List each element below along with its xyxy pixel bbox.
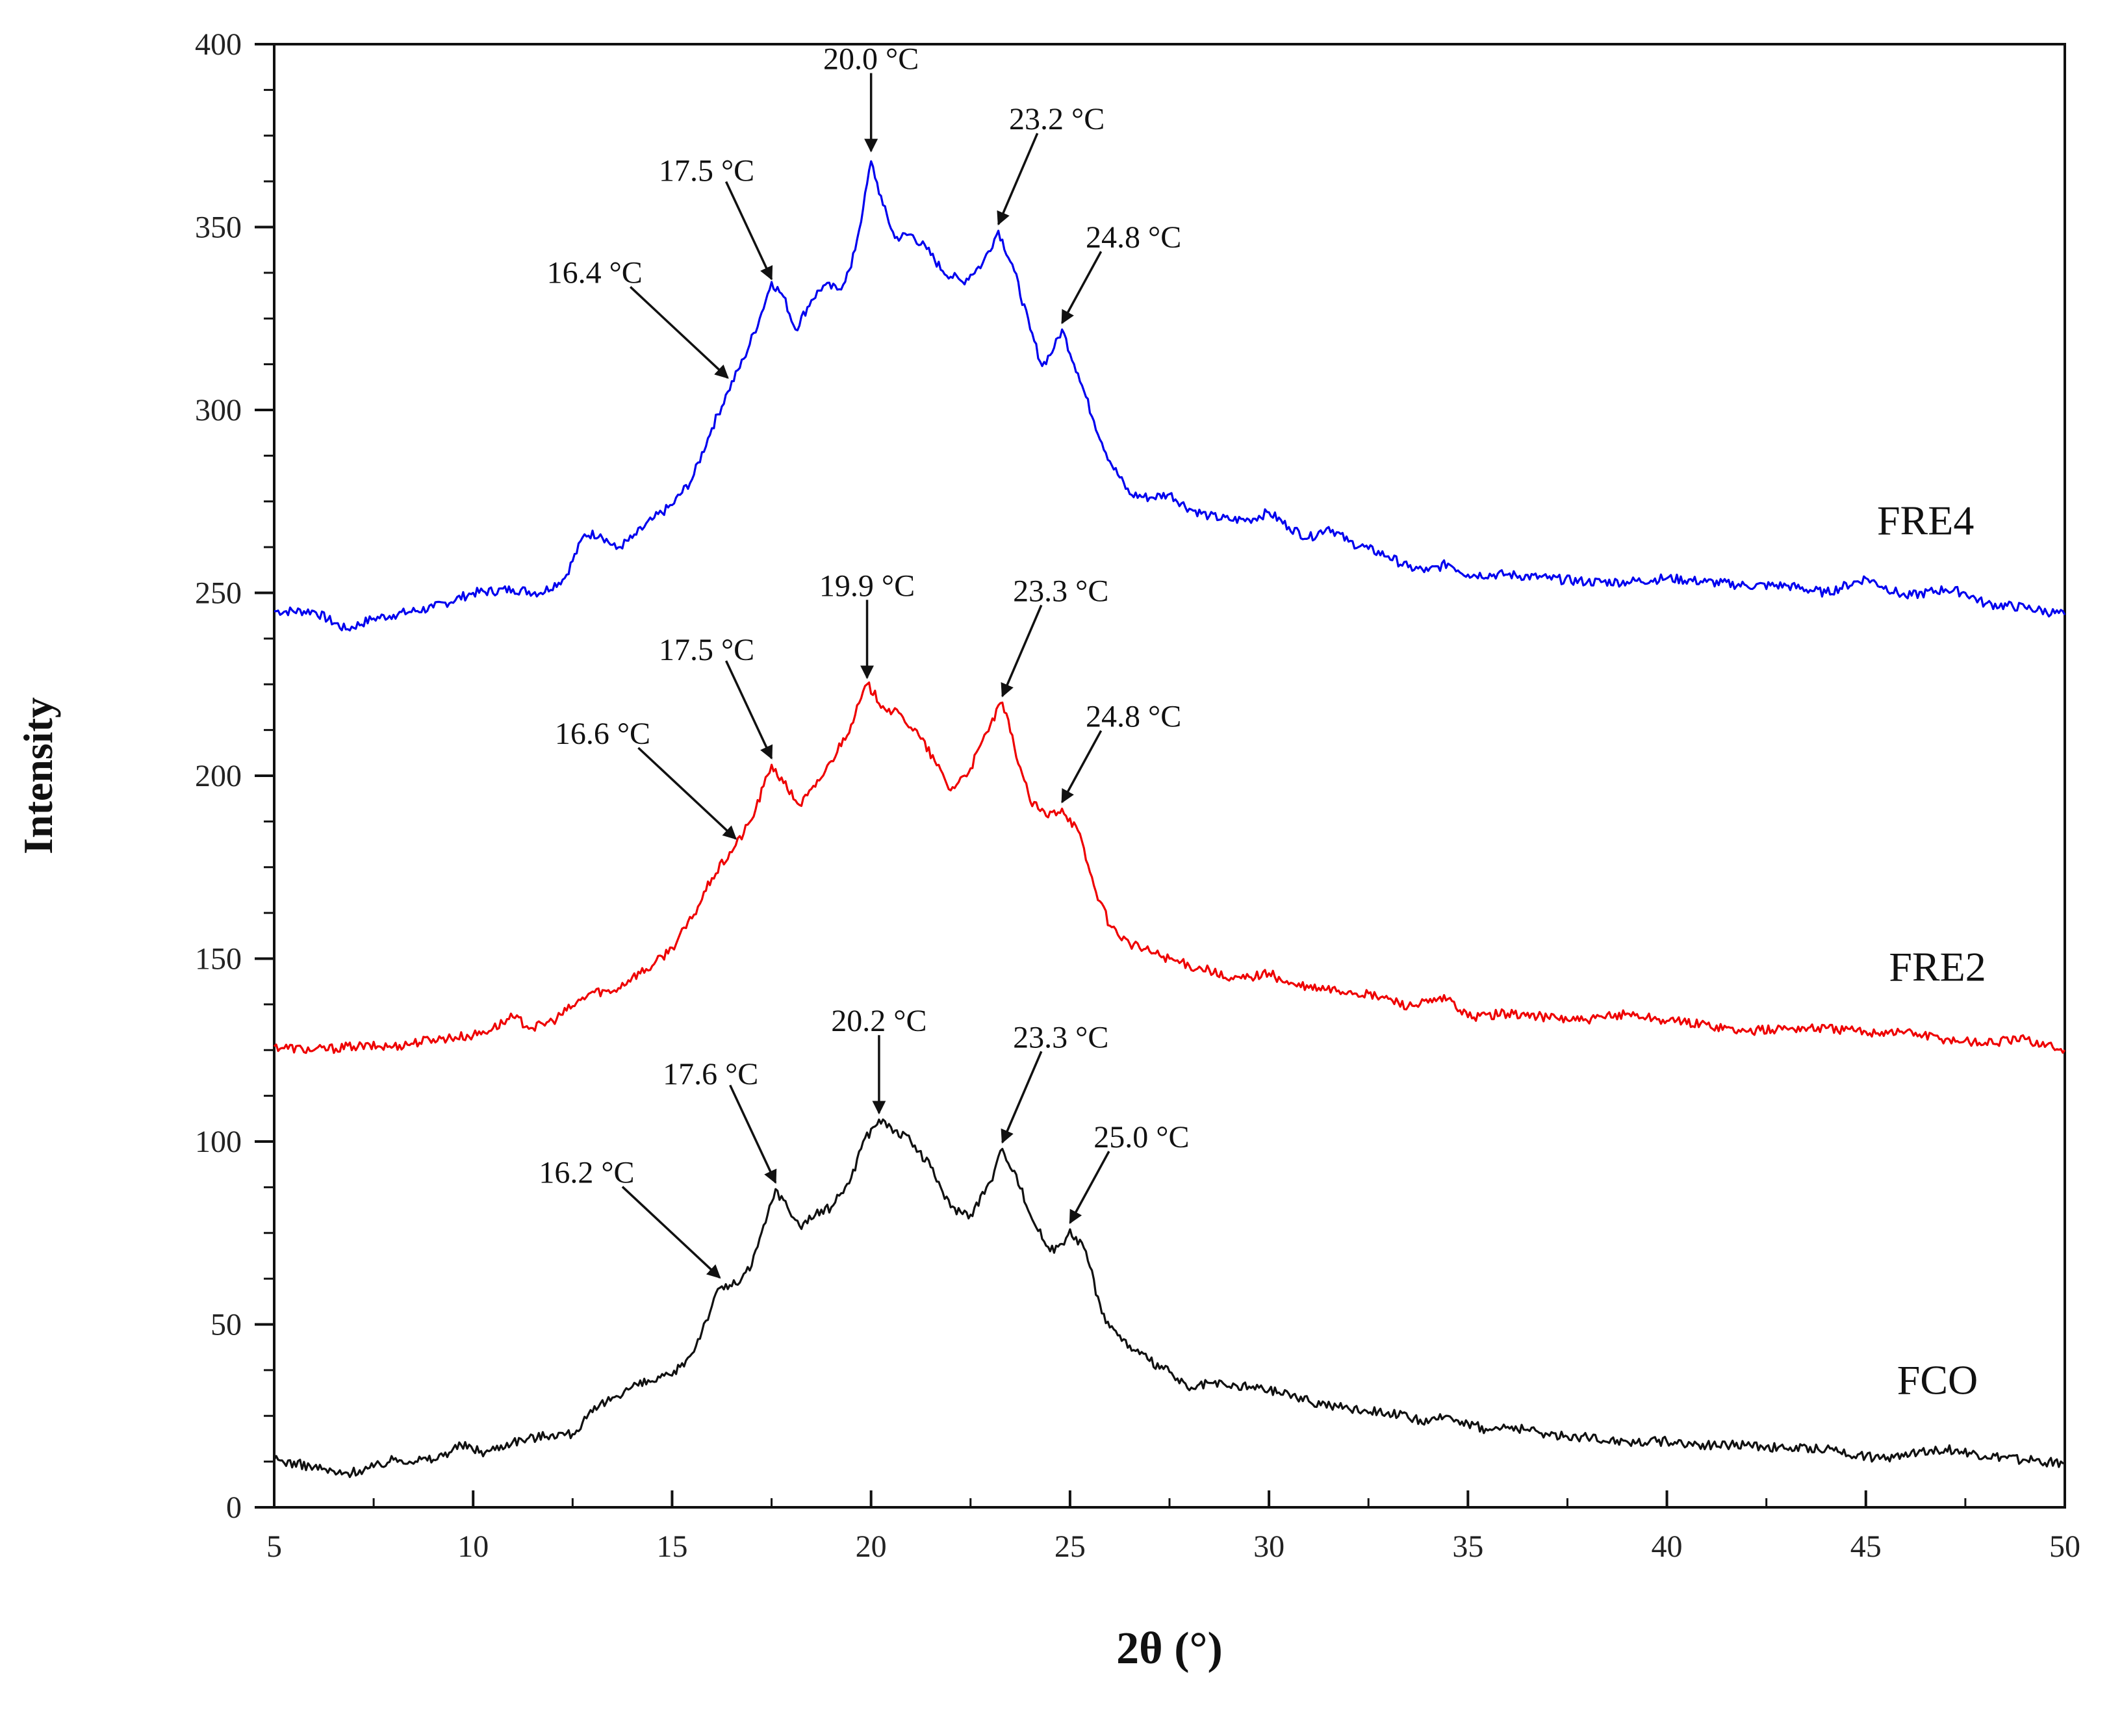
annotation-arrow <box>1069 1151 1110 1224</box>
series-layer <box>273 160 2066 1478</box>
annotation-label: 16.6 °C <box>555 717 650 751</box>
annotation-layer: 16.4 °C 17.5 °C 20.0 °C 23.2 °C 24.8 °C 16.6 … <box>539 42 1189 1279</box>
x-axis-title: 2θ (°) <box>1116 1624 1223 1674</box>
annotation-label: 23.3 °C <box>1013 1020 1108 1054</box>
x-tick-label: 20 <box>856 1529 887 1564</box>
annotation-label: 19.9 °C <box>819 568 915 603</box>
x-tick-label: 30 <box>1253 1529 1285 1564</box>
y-tick-label: 400 <box>195 27 242 62</box>
annotation-label: 17.6 °C <box>663 1057 758 1091</box>
x-tick-label: 15 <box>656 1529 687 1564</box>
x-axis: 5 10 15 20 25 30 35 40 45 50 <box>266 1490 2080 1564</box>
annotation-arrow <box>621 1186 721 1279</box>
y-tick-label: 150 <box>195 942 242 976</box>
annotation-arrow <box>1001 604 1043 698</box>
y-tick-label: 350 <box>195 211 242 245</box>
annotation-label: 16.4 °C <box>547 256 643 290</box>
x-tick-label: 45 <box>1850 1529 1882 1564</box>
x-tick-label: 25 <box>1054 1529 1086 1564</box>
series-label-fco: FCO <box>1897 1357 1978 1403</box>
annotation-arrow <box>724 660 773 760</box>
y-axis-title: Intensity <box>15 697 61 854</box>
y-axis: 0 50 100 150 200 250 300 350 400 <box>195 27 274 1525</box>
annotation-label: 20.0 °C <box>823 42 919 77</box>
annotation-label: 20.2 °C <box>831 1004 927 1038</box>
series-line-fre2 <box>273 681 2066 1054</box>
y-tick-label: 200 <box>195 759 242 793</box>
annotation-label: 25.0 °C <box>1093 1120 1189 1155</box>
y-tick-label: 100 <box>195 1125 242 1159</box>
annotation-label: 24.8 °C <box>1086 220 1181 255</box>
annotation-arrow <box>997 133 1039 226</box>
x-tick-label: 40 <box>1652 1529 1683 1564</box>
y-tick-label: 50 <box>211 1308 242 1342</box>
annotation-label: 17.5 °C <box>659 154 754 188</box>
series-label-layer: FRE4 FRE2 FCO <box>1877 497 1986 1403</box>
annotation-arrow <box>724 181 773 281</box>
y-tick-label: 300 <box>195 393 242 428</box>
y-tick-label: 0 <box>226 1490 242 1525</box>
annotation-label: 23.2 °C <box>1009 102 1105 136</box>
annotation-label: 23.3 °C <box>1013 574 1108 608</box>
annotation-arrow <box>637 747 737 840</box>
annotation-arrow <box>629 286 729 379</box>
series-line-fre4 <box>274 160 2066 632</box>
series-line-fco <box>273 1118 2065 1478</box>
x-tick-label: 35 <box>1452 1529 1483 1564</box>
annotation-arrow <box>729 1084 777 1184</box>
x-tick-label: 5 <box>266 1529 282 1564</box>
x-tick-label: 50 <box>2049 1529 2080 1564</box>
series-label-fre4: FRE4 <box>1877 497 1974 543</box>
annotation-arrow <box>1061 730 1103 804</box>
annotation-label: 17.5 °C <box>659 633 754 667</box>
series-label-fre2: FRE2 <box>1889 943 1986 989</box>
plot-frame <box>273 43 2066 1509</box>
annotation-arrow <box>1001 1051 1043 1144</box>
y-tick-label: 250 <box>195 576 242 611</box>
annotation-label: 16.2 °C <box>539 1156 634 1190</box>
annotation-label: 24.8 °C <box>1086 700 1181 734</box>
annotation-arrow <box>1061 251 1103 324</box>
x-tick-label: 10 <box>457 1529 489 1564</box>
